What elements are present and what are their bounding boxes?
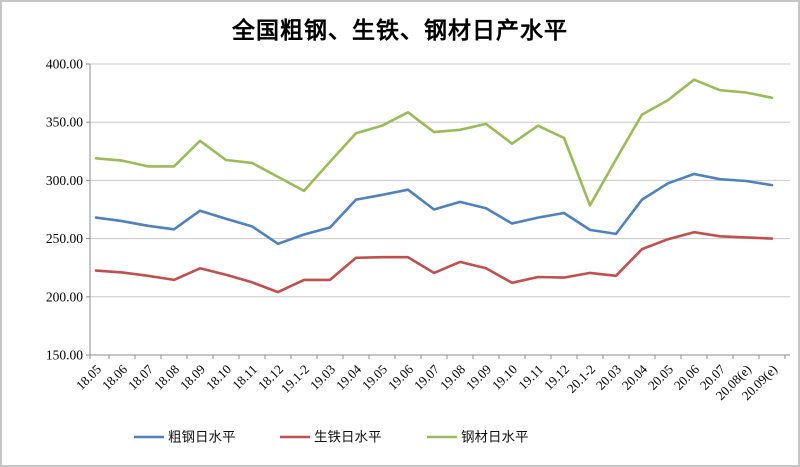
- x-tick-label: 18.10: [203, 362, 234, 393]
- x-tick-label: 20.04: [619, 361, 651, 393]
- y-tick-label: 150.00: [46, 348, 83, 363]
- series-line-生铁日水平: [94, 230, 774, 294]
- x-tick-label: 20.05: [645, 362, 676, 393]
- legend-label: 生铁日水平: [314, 430, 382, 445]
- y-tick-label: 350.00: [46, 115, 83, 130]
- x-tick-label: 19.04: [333, 361, 365, 393]
- x-tick-label: 18.07: [125, 361, 157, 393]
- legend-label: 粗钢日水平: [168, 430, 236, 445]
- x-tick-label: 19.1-2: [278, 362, 312, 396]
- x-tick-label: 18.09: [177, 362, 208, 393]
- x-tick-label: 19.11: [515, 362, 546, 393]
- x-tick-label: 20.1-2: [564, 362, 598, 396]
- y-tick-label: 200.00: [46, 289, 83, 304]
- x-tick-label: 20.03: [593, 362, 624, 393]
- legend-label: 钢材日水平: [461, 430, 529, 445]
- x-tick-label: 18.06: [99, 361, 131, 393]
- series-line-钢材日水平: [94, 78, 774, 207]
- x-tick-label: 19.03: [307, 362, 338, 393]
- x-tick-label: 18.05: [73, 362, 104, 393]
- series-line-粗钢日水平: [94, 172, 774, 246]
- x-tick-label: 19.06: [385, 361, 417, 393]
- x-tick-label: 18.08: [151, 362, 182, 393]
- x-tick-label: 19.09: [463, 362, 494, 393]
- x-tick-label: 19.08: [437, 362, 468, 393]
- chart-title: 全国粗钢、生铁、钢材日产水平: [232, 18, 568, 43]
- y-tick-label: 300.00: [46, 173, 83, 188]
- x-tick-label: 19.10: [489, 362, 520, 393]
- x-tick-label: 19.05: [359, 362, 390, 393]
- x-tick-label: 20.06: [671, 361, 703, 393]
- y-tick-label: 250.00: [46, 231, 83, 246]
- x-tick-label: 19.07: [411, 361, 443, 393]
- y-tick-label: 400.00: [46, 57, 83, 72]
- x-tick-label: 18.11: [229, 362, 260, 393]
